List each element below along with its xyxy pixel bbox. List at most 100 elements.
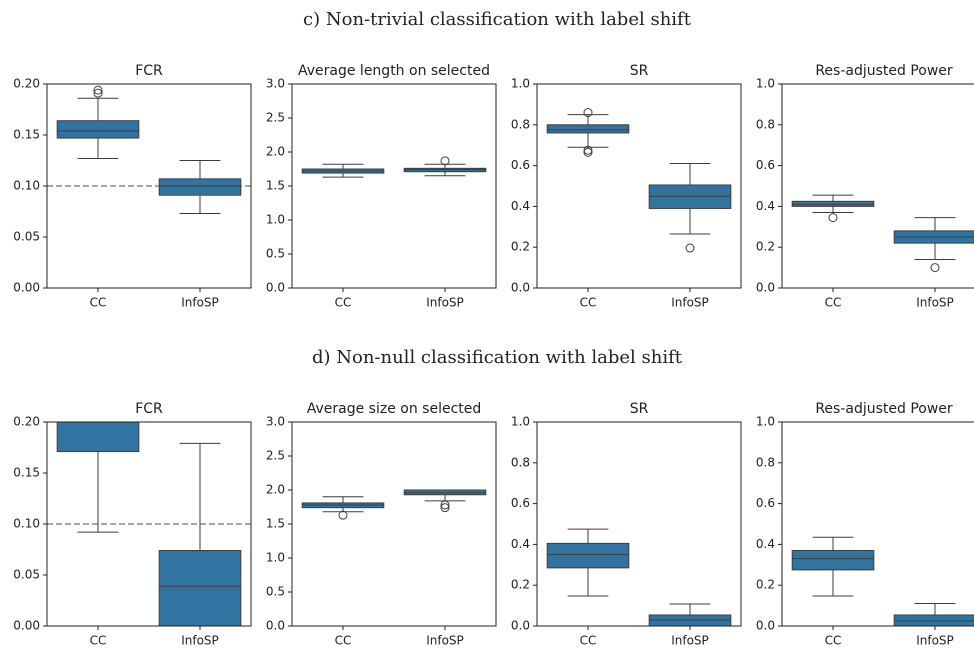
y-tick-label: 2.0 [266,145,285,159]
box [791,200,875,207]
section-heading: d) Non-null classification with label sh… [312,347,683,368]
x-tick-label: CC [90,296,107,310]
y-tick-label: 3.0 [266,415,285,429]
y-tick-label: 0.6 [756,496,775,510]
y-tick-label: 0.4 [511,199,530,213]
y-tick-label: 0.2 [756,578,775,592]
subplot-title: FCR [135,63,163,79]
subplot-title: SR [630,63,649,79]
y-tick-label: 0.8 [756,455,775,469]
subplot-title: Average length on selected [298,63,490,79]
y-tick-label: 0.0 [756,281,775,295]
y-tick-label: 0.10 [13,517,40,531]
y-tick-label: 0.20 [13,415,40,429]
axes-frame [46,421,252,627]
y-tick-label: 0.6 [756,158,775,172]
x-tick-label: InfoSP [181,296,219,310]
subplot-title: Average size on selected [307,401,482,417]
y-tick-label: 0.4 [756,199,775,213]
y-tick-label: 0.8 [511,455,530,469]
y-tick-label: 1.0 [266,551,285,565]
x-tick-label: CC [580,634,597,648]
outlier [93,88,103,98]
y-tick-label: 1.0 [756,77,775,91]
y-tick-label: 0.6 [511,496,530,510]
outlier [685,243,695,253]
x-tick-label: InfoSP [181,634,219,648]
box [158,178,242,196]
y-tick-label: 0.2 [511,578,530,592]
y-tick-label: 1.0 [266,213,285,227]
y-tick-label: 0.05 [13,230,40,244]
y-tick-label: 0.0 [511,281,530,295]
y-tick-label: 0.4 [756,537,775,551]
outlier [583,108,593,118]
x-tick-label: CC [825,296,842,310]
box [56,421,140,453]
x-tick-label: InfoSP [916,296,954,310]
y-tick-label: 1.5 [266,179,285,193]
axes-frame [291,83,497,289]
y-tick-label: 0.0 [266,619,285,633]
axes-frame [781,83,974,289]
outlier [583,147,593,157]
box [648,184,732,209]
box [546,542,630,569]
y-tick-label: 1.0 [511,77,530,91]
subplot-title: FCR [135,401,163,417]
x-tick-label: CC [825,634,842,648]
y-tick-label: 0.05 [13,568,40,582]
subplot-title: SR [630,401,649,417]
box [791,550,875,571]
y-tick-label: 1.5 [266,517,285,531]
box [648,614,732,627]
outlier [930,263,940,273]
y-tick-label: 0.2 [756,240,775,254]
y-tick-label: 3.0 [266,77,285,91]
y-tick-label: 0.5 [266,247,285,261]
outlier [338,510,348,520]
y-tick-label: 0.0 [511,619,530,633]
box [546,124,630,134]
outlier [440,156,450,166]
y-tick-label: 1.0 [511,415,530,429]
outlier [828,213,838,223]
x-tick-label: CC [90,634,107,648]
axes-frame [291,421,497,627]
subplot-title: Res-adjusted Power [815,63,953,79]
y-tick-label: 2.5 [266,111,285,125]
y-tick-label: 0.00 [13,281,40,295]
y-tick-label: 0.10 [13,179,40,193]
x-tick-label: CC [580,296,597,310]
axes-frame [536,83,742,289]
subplot-title: Res-adjusted Power [815,401,953,417]
y-tick-label: 0.8 [756,117,775,131]
y-tick-label: 0.4 [511,537,530,551]
y-tick-label: 0.2 [511,240,530,254]
y-tick-label: 0.0 [756,619,775,633]
section-heading: c) Non-trivial classification with label… [303,9,692,30]
x-tick-label: InfoSP [426,296,464,310]
outlier [440,500,450,510]
y-tick-label: 0.8 [511,117,530,131]
outlier [440,503,450,513]
y-tick-label: 0.00 [13,619,40,633]
x-tick-label: InfoSP [671,634,709,648]
x-tick-label: InfoSP [671,296,709,310]
y-tick-label: 1.0 [756,415,775,429]
y-tick-label: 0.15 [13,466,40,480]
box [56,120,140,139]
axes-frame [781,421,974,627]
x-tick-label: InfoSP [916,634,954,648]
y-tick-label: 2.5 [266,449,285,463]
box [158,550,242,627]
y-tick-label: 0.15 [13,128,40,142]
y-tick-label: 0.5 [266,585,285,599]
axes-frame [46,83,252,289]
axes-frame [536,421,742,627]
y-tick-label: 2.0 [266,483,285,497]
x-tick-label: CC [335,296,352,310]
y-tick-label: 0.20 [13,77,40,91]
